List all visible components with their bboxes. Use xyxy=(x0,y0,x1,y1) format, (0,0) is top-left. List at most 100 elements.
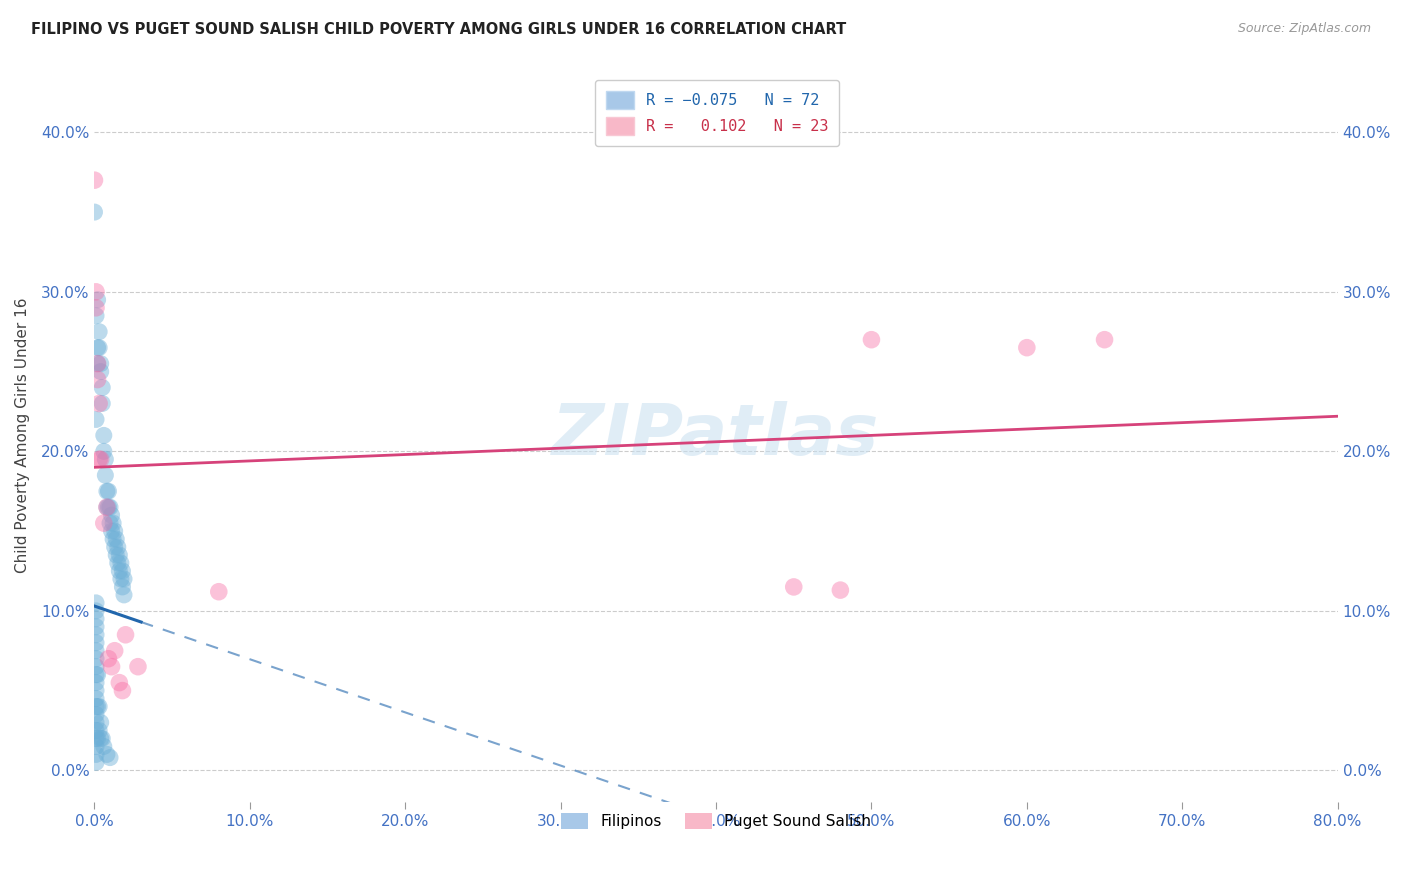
Point xyxy=(830,583,852,598)
Point xyxy=(96,500,118,515)
Point xyxy=(84,285,107,299)
Point xyxy=(107,556,129,570)
Point xyxy=(100,508,122,523)
Point xyxy=(105,532,128,546)
Point xyxy=(93,516,115,530)
Y-axis label: Child Poverty Among Girls Under 16: Child Poverty Among Girls Under 16 xyxy=(15,298,30,574)
Point xyxy=(84,715,107,730)
Point xyxy=(91,380,114,394)
Point xyxy=(101,516,124,530)
Point xyxy=(93,444,115,458)
Point xyxy=(104,644,127,658)
Point xyxy=(91,396,114,410)
Point xyxy=(112,588,135,602)
Point xyxy=(84,723,107,738)
Point xyxy=(104,540,127,554)
Point xyxy=(84,691,107,706)
Point xyxy=(104,524,127,538)
Text: Source: ZipAtlas.com: Source: ZipAtlas.com xyxy=(1237,22,1371,36)
Point xyxy=(112,572,135,586)
Point xyxy=(84,596,107,610)
Point xyxy=(89,452,111,467)
Point xyxy=(783,580,806,594)
Point xyxy=(86,341,108,355)
Point xyxy=(94,452,117,467)
Point xyxy=(89,699,111,714)
Text: FILIPINO VS PUGET SOUND SALISH CHILD POVERTY AMONG GIRLS UNDER 16 CORRELATION CH: FILIPINO VS PUGET SOUND SALISH CHILD POV… xyxy=(31,22,846,37)
Point xyxy=(84,739,107,754)
Text: ZIPatlas: ZIPatlas xyxy=(553,401,880,470)
Point xyxy=(89,723,111,738)
Point xyxy=(84,636,107,650)
Point xyxy=(86,293,108,307)
Point xyxy=(86,699,108,714)
Point xyxy=(208,584,231,599)
Point xyxy=(84,644,107,658)
Point xyxy=(84,756,107,770)
Point xyxy=(97,484,120,499)
Point xyxy=(89,396,111,410)
Point xyxy=(1094,333,1116,347)
Point xyxy=(96,747,118,762)
Point xyxy=(101,532,124,546)
Point xyxy=(114,628,136,642)
Point xyxy=(86,667,108,681)
Point xyxy=(84,309,107,323)
Point xyxy=(94,468,117,483)
Point xyxy=(93,428,115,442)
Point xyxy=(100,659,122,673)
Point xyxy=(110,572,132,586)
Point xyxy=(83,205,105,219)
Point xyxy=(86,357,108,371)
Point xyxy=(89,325,111,339)
Point xyxy=(108,564,131,578)
Point xyxy=(91,731,114,746)
Point xyxy=(100,524,122,538)
Point xyxy=(84,667,107,681)
Point xyxy=(110,556,132,570)
Point xyxy=(97,651,120,665)
Point xyxy=(89,341,111,355)
Point xyxy=(84,301,107,315)
Point xyxy=(105,548,128,562)
Point xyxy=(127,659,149,673)
Point xyxy=(86,357,108,371)
Legend: Filipinos, Puget Sound Salish: Filipinos, Puget Sound Salish xyxy=(554,806,877,835)
Point xyxy=(86,731,108,746)
Point xyxy=(84,731,107,746)
Point xyxy=(90,731,112,746)
Point xyxy=(96,500,118,515)
Point xyxy=(84,659,107,673)
Point xyxy=(111,683,134,698)
Point xyxy=(84,628,107,642)
Point xyxy=(108,548,131,562)
Point xyxy=(98,500,121,515)
Point xyxy=(90,357,112,371)
Point xyxy=(84,683,107,698)
Point xyxy=(84,620,107,634)
Point xyxy=(84,699,107,714)
Point xyxy=(90,365,112,379)
Point xyxy=(98,750,121,764)
Point xyxy=(90,715,112,730)
Point xyxy=(90,452,112,467)
Point xyxy=(93,739,115,754)
Point xyxy=(84,675,107,690)
Point xyxy=(84,604,107,618)
Point xyxy=(107,540,129,554)
Point xyxy=(108,675,131,690)
Point xyxy=(96,484,118,499)
Point xyxy=(97,500,120,515)
Point xyxy=(84,707,107,722)
Point xyxy=(111,580,134,594)
Point xyxy=(84,612,107,626)
Point xyxy=(1015,341,1038,355)
Point xyxy=(84,651,107,665)
Point xyxy=(84,412,107,426)
Point xyxy=(86,373,108,387)
Point xyxy=(83,173,105,187)
Point xyxy=(84,747,107,762)
Point xyxy=(98,516,121,530)
Point xyxy=(860,333,883,347)
Point xyxy=(111,564,134,578)
